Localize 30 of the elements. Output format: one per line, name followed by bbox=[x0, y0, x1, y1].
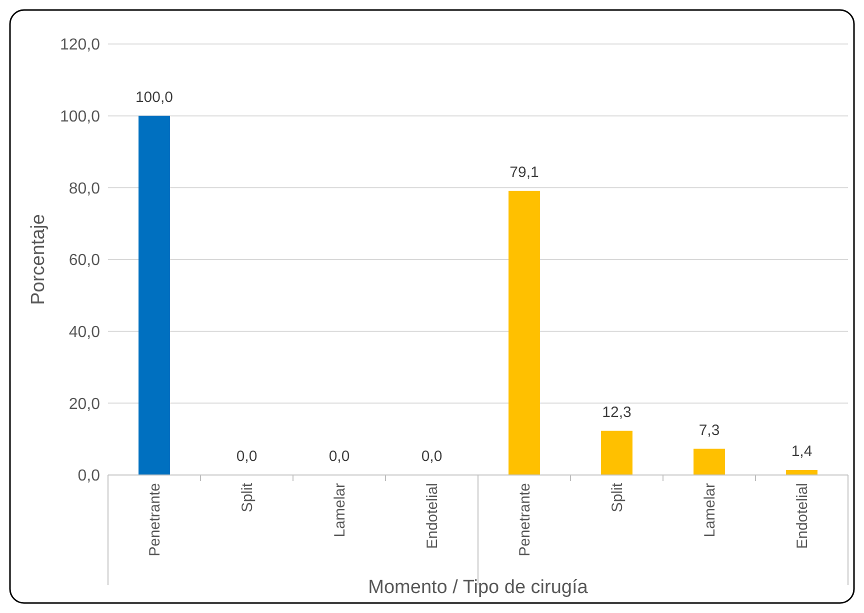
data-label: 1,4 bbox=[791, 442, 812, 460]
y-tick-label: 40,0 bbox=[68, 324, 100, 341]
bar bbox=[508, 190, 540, 475]
data-label: 100,0 bbox=[135, 88, 174, 106]
data-label: 12,3 bbox=[602, 404, 632, 421]
data-label: 0,0 bbox=[328, 448, 350, 465]
x-axis-title: Momento / Tipo de cirugía bbox=[368, 577, 588, 598]
y-tick-label: 20,0 bbox=[68, 396, 100, 413]
bar bbox=[138, 116, 170, 475]
x-tick-label: Endotelial bbox=[794, 483, 811, 549]
x-tick-label: Endotelial bbox=[424, 483, 441, 549]
data-label: 0,0 bbox=[421, 448, 442, 465]
y-tick-label: 120,0 bbox=[60, 36, 100, 54]
data-label: 79,1 bbox=[510, 164, 539, 181]
x-tick-label: Lamelar bbox=[332, 483, 348, 538]
bar bbox=[694, 448, 725, 475]
y-tick-label: 100,0 bbox=[60, 108, 100, 126]
x-tick-label: Lamelar bbox=[702, 483, 718, 538]
data-label: 7,3 bbox=[698, 422, 720, 439]
y-tick-label: 0,0 bbox=[78, 468, 100, 485]
y-tick-label: 60,0 bbox=[68, 252, 100, 270]
x-tick-label: Split bbox=[609, 482, 626, 512]
data-label: 0,0 bbox=[236, 448, 258, 465]
x-tick-label: Penetrante bbox=[516, 483, 534, 556]
y-tick-label: 80,0 bbox=[68, 180, 100, 198]
x-tick-label: Split bbox=[239, 482, 256, 512]
bar bbox=[786, 470, 818, 475]
bar bbox=[601, 430, 632, 475]
y-axis-title: Porcentaje bbox=[28, 214, 49, 305]
x-tick-label: Penetrante bbox=[146, 483, 164, 556]
